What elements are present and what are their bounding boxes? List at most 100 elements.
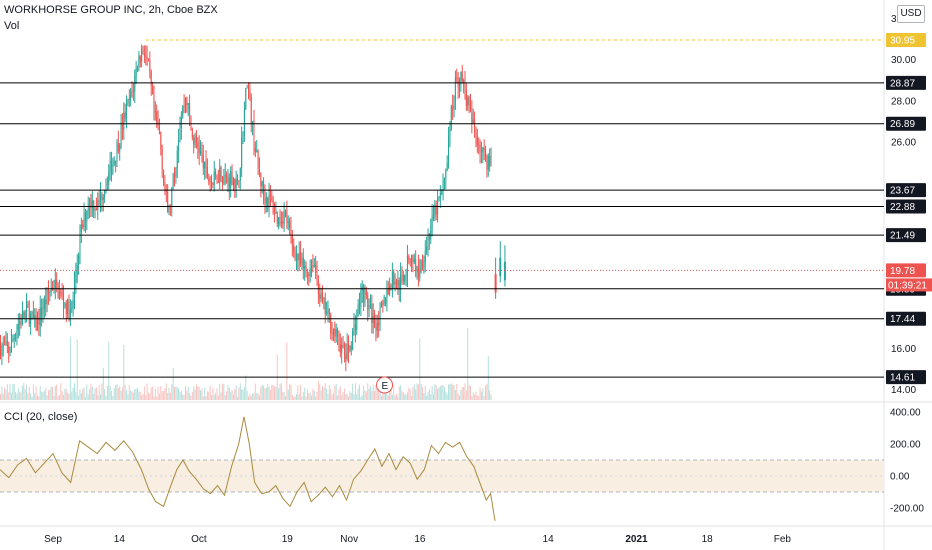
volume-bar bbox=[167, 392, 169, 400]
candle-body bbox=[312, 265, 314, 268]
horizontal-levels[interactable]: E bbox=[0, 39, 884, 394]
price-axis[interactable]: 14.0016.0026.0028.0030.0032.00400.00200.… bbox=[890, 14, 924, 515]
candle-body bbox=[383, 297, 385, 304]
volume-bar bbox=[474, 394, 476, 400]
candle-body bbox=[248, 87, 250, 89]
candle-body bbox=[422, 260, 424, 268]
volume-bar bbox=[237, 396, 239, 400]
level-tag: 21.49 bbox=[890, 231, 915, 242]
volume-bar bbox=[190, 395, 192, 400]
candle-body bbox=[343, 344, 345, 355]
candle-body bbox=[413, 259, 415, 263]
candle-body bbox=[260, 172, 262, 187]
candle-body bbox=[63, 295, 65, 307]
volume-bar bbox=[208, 391, 210, 400]
volume-bar bbox=[150, 387, 152, 400]
candle-body bbox=[258, 167, 260, 173]
candle-body bbox=[489, 155, 491, 167]
volume-bar bbox=[465, 390, 467, 400]
volume-bar bbox=[178, 388, 180, 400]
candle-body bbox=[269, 194, 271, 199]
volume-bar bbox=[287, 389, 289, 400]
volume-bar bbox=[379, 387, 381, 400]
candle-body bbox=[205, 161, 207, 168]
volume-bar bbox=[427, 392, 429, 400]
candle-body bbox=[482, 147, 484, 152]
candle-body bbox=[479, 145, 481, 153]
volume-bar bbox=[215, 392, 217, 400]
volume-bar bbox=[472, 392, 474, 400]
currency-button[interactable]: USD bbox=[897, 5, 925, 23]
cci-label[interactable]: CCI (20, close) bbox=[4, 411, 78, 423]
volume-bar bbox=[449, 384, 451, 400]
candle-body bbox=[113, 160, 115, 164]
volume-bar bbox=[290, 384, 292, 400]
volume-bar bbox=[398, 386, 400, 400]
candle-body bbox=[167, 191, 169, 213]
volume-bar bbox=[352, 383, 354, 400]
candle-body bbox=[246, 87, 248, 89]
volume-bar bbox=[160, 386, 162, 400]
volume-bar bbox=[68, 393, 70, 400]
candle-body bbox=[367, 295, 369, 310]
candle-body bbox=[308, 274, 310, 277]
volume-bar bbox=[393, 385, 395, 400]
candle-body bbox=[152, 85, 154, 95]
candle-body bbox=[201, 151, 203, 155]
candle-body bbox=[80, 224, 82, 233]
volume-bar bbox=[319, 383, 321, 400]
candle-body bbox=[432, 214, 434, 217]
volume-bar bbox=[180, 390, 182, 400]
time-tick-label: Feb bbox=[774, 534, 792, 545]
volume-bar bbox=[97, 395, 99, 400]
volume-bar bbox=[142, 394, 144, 400]
volume-bar bbox=[308, 393, 310, 400]
volume-bar bbox=[394, 395, 396, 400]
candle-body bbox=[406, 256, 408, 275]
volume-bar bbox=[43, 391, 45, 400]
volume-bar bbox=[83, 387, 85, 400]
volume-bar bbox=[293, 396, 295, 400]
candle-body bbox=[434, 204, 436, 217]
volume-bar bbox=[242, 389, 244, 400]
candle-body bbox=[156, 111, 158, 123]
candle-body bbox=[43, 299, 45, 310]
volume-bar bbox=[385, 393, 387, 400]
candle-body bbox=[352, 330, 354, 351]
volume-bar bbox=[153, 396, 155, 400]
candle-body bbox=[324, 297, 326, 314]
volume-bar bbox=[169, 392, 171, 400]
high-level-tag: 30.95 bbox=[890, 35, 915, 46]
candle-body bbox=[250, 96, 252, 125]
volume-bar bbox=[439, 385, 441, 400]
candle-body bbox=[109, 160, 111, 173]
candle-body bbox=[285, 209, 287, 212]
cci-pane bbox=[0, 416, 884, 521]
price-tags: 28.8726.8923.6722.8821.4918.8917.4414.61… bbox=[886, 32, 932, 385]
volume-bar bbox=[461, 387, 463, 400]
time-axis[interactable]: Sep 14 Oct 19 Nov 16 14 2021 18 Feb bbox=[44, 534, 791, 545]
volume-bar bbox=[263, 385, 265, 400]
candle-body bbox=[394, 282, 396, 285]
symbol-title[interactable]: WORKHORSE GROUP INC, 2h, Cboe BZX bbox=[4, 4, 218, 16]
volume-bar bbox=[126, 390, 128, 400]
candle-body bbox=[346, 343, 348, 360]
volume-bar bbox=[36, 395, 38, 400]
volume-bar bbox=[172, 367, 174, 400]
candle-body bbox=[319, 294, 321, 300]
candle-body bbox=[335, 329, 337, 337]
volume-bar bbox=[206, 391, 208, 400]
candle-body bbox=[237, 178, 239, 181]
volume-bar bbox=[386, 393, 388, 400]
volume-bar bbox=[86, 384, 88, 400]
volume-bar bbox=[102, 368, 104, 400]
candle-body bbox=[398, 280, 400, 291]
volume-bar bbox=[143, 386, 145, 400]
volume-label[interactable]: Vol bbox=[4, 20, 20, 32]
candle-body bbox=[149, 60, 151, 72]
volume-bar bbox=[258, 395, 260, 400]
candle-body bbox=[302, 257, 304, 269]
candle-body bbox=[31, 312, 33, 314]
